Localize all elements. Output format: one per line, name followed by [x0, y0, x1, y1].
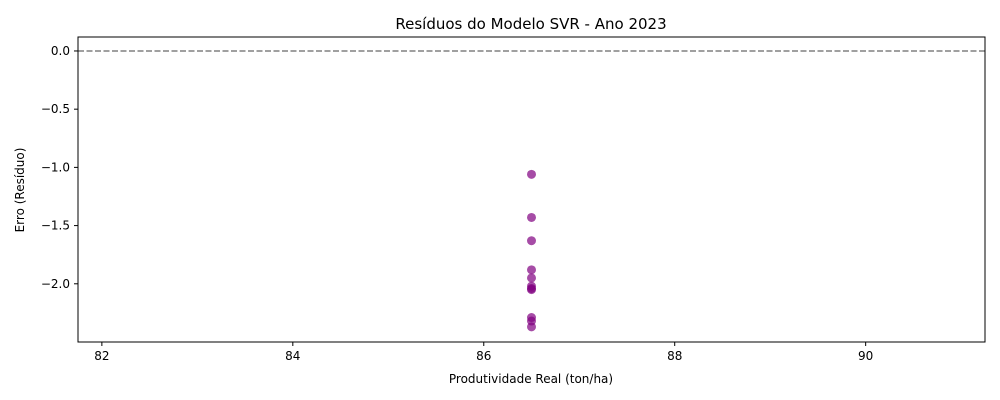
x-axis-title: Produtividade Real (ton/ha) — [449, 372, 613, 386]
x-tick-label-2: 86 — [476, 349, 491, 363]
x-tick-label-4: 90 — [858, 349, 873, 363]
data-point-0 — [527, 169, 536, 179]
x-tick-label-0: 82 — [94, 349, 109, 363]
data-point-7 — [527, 285, 536, 295]
plot-frame — [77, 36, 986, 343]
data-point-10 — [527, 322, 536, 332]
y-tick-label-3: −1.5 — [41, 219, 70, 233]
data-point-2 — [527, 236, 536, 246]
x-tick-label-1: 84 — [285, 349, 300, 363]
data-point-1 — [527, 212, 536, 222]
axes: 82 84 86 88 90 0.0 −0.5 −1.0 −1.5 −2.0 — [41, 44, 873, 363]
y-tick-label-0: 0.0 — [51, 44, 70, 58]
x-tick-label-3: 88 — [667, 349, 682, 363]
y-axis-title: Erro (Resíduo) — [13, 148, 27, 233]
plot-area — [78, 50, 985, 332]
data-point-4 — [527, 273, 536, 283]
chart-title: Resíduos do Modelo SVR - Ano 2023 — [395, 15, 666, 33]
y-tick-label-4: −2.0 — [41, 277, 70, 291]
y-tick-label-1: −0.5 — [41, 102, 70, 116]
data-point-3 — [527, 265, 536, 275]
y-tick-label-2: −1.0 — [41, 160, 70, 174]
